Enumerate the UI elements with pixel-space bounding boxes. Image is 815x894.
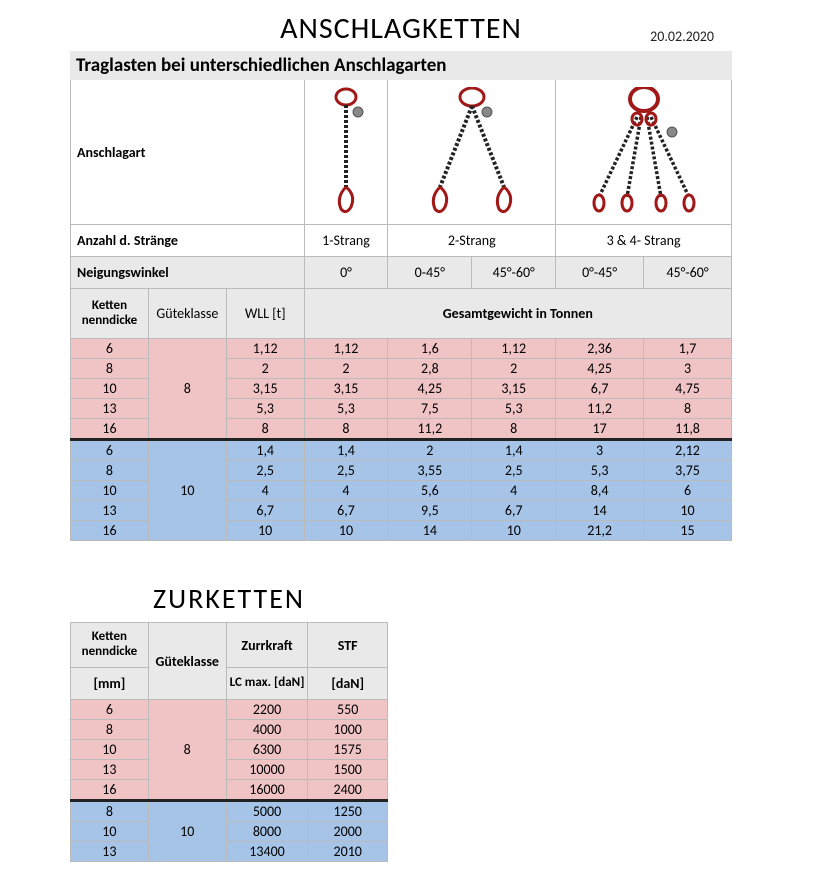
gesamt-header: Gesamtgewicht in Tonnen [304, 289, 731, 339]
ketten-header: Ketten nenndicke [71, 289, 149, 339]
table-row: 840001000 [71, 720, 388, 740]
t2-stf-header: STF [308, 623, 388, 668]
angle-3: 0°-45° [556, 257, 644, 289]
chain-2-icon [388, 80, 556, 225]
angle-1: 0-45° [388, 257, 472, 289]
main-title: ANSCHLAGKETTEN [70, 10, 732, 47]
gk10-cell: 10 [148, 440, 226, 541]
t2-dan-header: [daN] [308, 668, 388, 700]
table-row: 1080002000 [71, 822, 388, 842]
zurketten-table: Ketten nenndicke Güteklasse Zurrkraft ST… [70, 622, 388, 862]
table-row: 6 8 2200550 [71, 700, 388, 720]
strand-1: 1-Strang [304, 225, 388, 257]
t2-lc-header: LC max. [daN] [226, 668, 308, 700]
angle-4: 45°-60° [644, 257, 732, 289]
gk-header: Güteklasse [148, 289, 226, 339]
gk8-cell: 8 [148, 339, 226, 440]
strand-2: 2-Strang [388, 225, 556, 257]
subtitle: Traglasten bei unterschiedlichen Anschla… [70, 51, 732, 80]
angle-2: 45°-60° [472, 257, 556, 289]
date-label: 20.02.2020 [650, 28, 714, 45]
load-table: Anschlagart [70, 80, 732, 541]
t2-gk8: 8 [148, 700, 226, 801]
table-row: 1063001575 [71, 740, 388, 760]
neigung-label: Neigungswinkel [71, 257, 305, 289]
chain-34-icon [556, 80, 732, 225]
t2-gk10: 10 [148, 801, 226, 862]
wll-header: WLL [t] [226, 289, 304, 339]
t2-gk-header: Güteklasse [148, 623, 226, 700]
t2-mm-header: [mm] [71, 668, 149, 700]
table-row: 13134002010 [71, 842, 388, 862]
table-row: 6 8 1,12 1,121,61,122,361,7 [71, 339, 732, 359]
anschlagart-label: Anschlagart [71, 80, 305, 225]
anzahl-label: Anzahl d. Stränge [71, 225, 305, 257]
zurketten-title: ZURKETTEN [70, 581, 388, 616]
chain-1-icon [304, 80, 388, 225]
table-row: 16160002400 [71, 780, 388, 801]
table-row: 13100001500 [71, 760, 388, 780]
strand-34: 3 & 4- Strang [556, 225, 732, 257]
t2-ketten-header: Ketten nenndicke [71, 623, 149, 668]
table-row: 8 10 50001250 [71, 801, 388, 822]
angle-0: 0° [304, 257, 388, 289]
table-row: 6 10 1,4 1,421,432,12 [71, 440, 732, 461]
t2-zurr-header: Zurrkraft [226, 623, 308, 668]
